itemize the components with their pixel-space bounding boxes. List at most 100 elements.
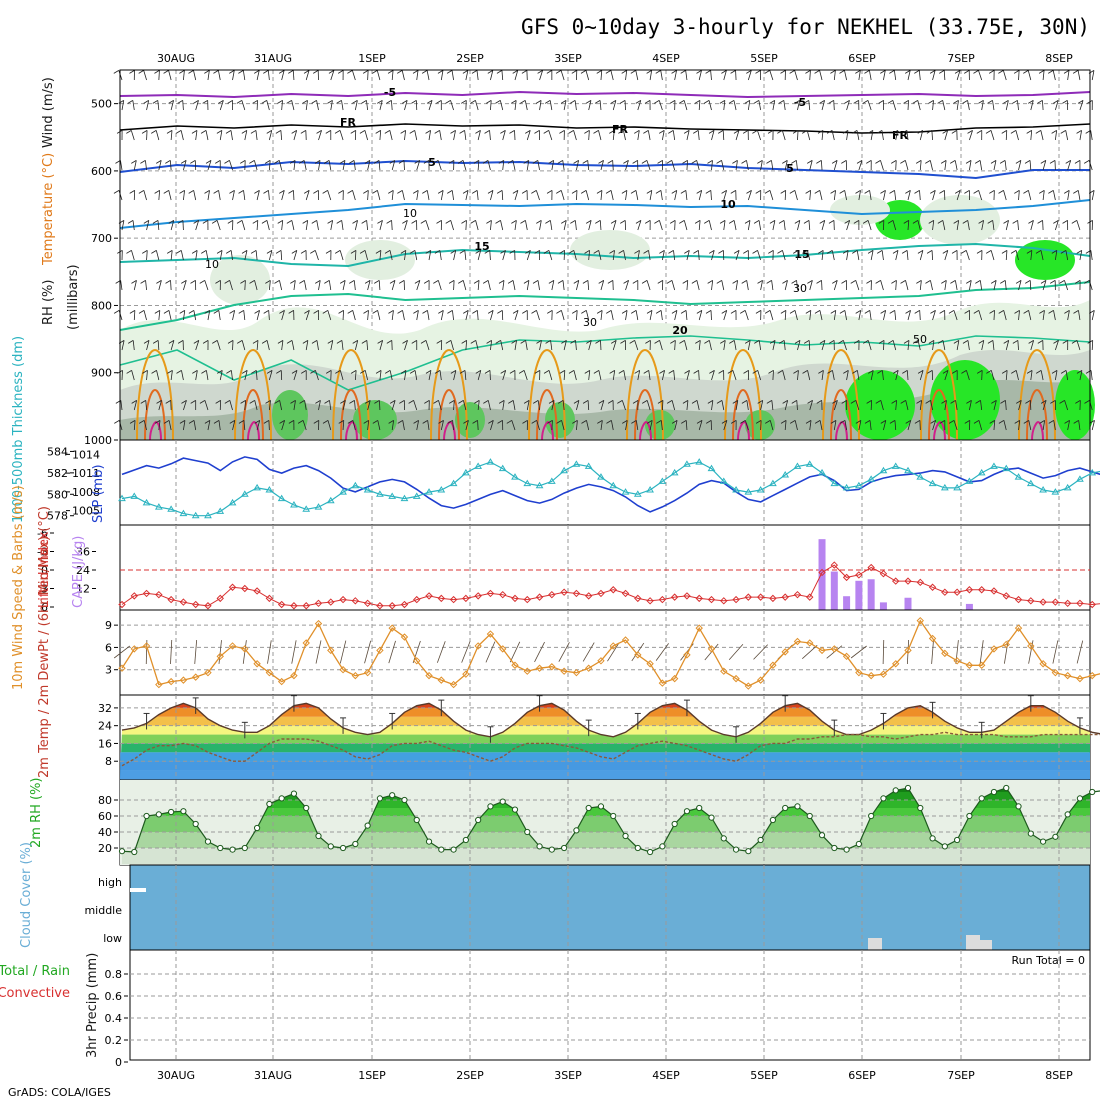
wind-barb-flag: [657, 400, 664, 404]
wind-barb-flag: [215, 280, 221, 284]
wind-barb: [1054, 100, 1059, 111]
wind-barb: [437, 280, 442, 291]
wind-barb: [600, 70, 603, 81]
wind-barb-flag: [361, 340, 368, 344]
wind-barb-flag: [522, 420, 528, 424]
wind-barb-flag: [471, 70, 478, 74]
wind-barb: [563, 100, 567, 111]
wind-barb: [993, 280, 997, 291]
wind-barb: [673, 370, 676, 381]
wind-barb: [195, 100, 199, 111]
wind-barb-flag: [215, 400, 221, 404]
y-tick-label: 1011: [72, 467, 100, 480]
surface-wind-barb: [364, 640, 372, 664]
wind-speed-marker: [216, 652, 224, 661]
wind-barb: [1078, 310, 1081, 321]
lifted-index-marker: [130, 592, 138, 600]
wind-barb-flag: [401, 100, 408, 104]
bottom-date-label: 7SEP: [947, 1069, 975, 1082]
wind-speed-marker: [621, 636, 630, 644]
wind-barb: [121, 220, 125, 231]
cloud-level-label: high: [98, 876, 122, 889]
wind-barb-flag: [388, 420, 394, 424]
wind-barb-flag: [607, 160, 613, 164]
wind-barb: [1042, 310, 1045, 321]
wind-barb-flag: [387, 70, 394, 74]
wind-barb-flag: [1063, 70, 1070, 74]
wind-barb: [535, 190, 540, 201]
wind-barb: [121, 100, 125, 111]
wind-barb: [316, 340, 319, 351]
wind-barb-flag: [841, 160, 847, 164]
wind-barb-flag: [767, 130, 774, 134]
wind-barb: [502, 370, 507, 381]
wind-barb-flag: [334, 250, 341, 254]
cape-bar: [855, 580, 863, 610]
wind-barb-flag: [740, 420, 746, 424]
wind-barb: [1003, 420, 1007, 431]
bottom-date-label: 8SEP: [1045, 1069, 1073, 1082]
rh-marker: [511, 806, 519, 813]
wind-speed-marker: [437, 676, 446, 684]
wind-barb-flag: [789, 310, 796, 314]
wind-barb-flag: [684, 370, 690, 374]
wind-barb-flag: [411, 340, 417, 344]
wind-barb: [660, 420, 663, 431]
wind-barb-flag: [1001, 250, 1008, 254]
wind-barb: [548, 250, 553, 261]
wind-barb-flag: [291, 250, 298, 254]
wind-barb: [993, 310, 995, 321]
rh-contour-label: 50: [913, 333, 927, 346]
wind-barb-flag: [1075, 400, 1081, 404]
surface-wind-barb: [979, 640, 984, 664]
rh-marker: [376, 795, 384, 802]
wind-barb-flag: [708, 130, 715, 134]
wind-barb-flag: [769, 220, 776, 224]
cape-bar: [843, 596, 851, 610]
wind-barb-flag: [199, 400, 206, 404]
wind-barb-flag: [900, 160, 906, 164]
wind-barb-flag: [744, 340, 751, 344]
wind-barb-flag: [212, 340, 218, 344]
wind-barb-flag: [500, 250, 506, 254]
wind-barb-flag: [325, 250, 332, 254]
wind-barb: [993, 420, 996, 431]
wind-barb-flag: [498, 160, 504, 164]
wind-barb-flag: [165, 400, 171, 404]
wind-barb: [1003, 310, 1007, 321]
y-tick-label: 40: [98, 826, 112, 839]
wind-barb-flag: [802, 250, 808, 254]
lifted-index-marker: [290, 602, 298, 610]
wind-barb-flag: [782, 280, 788, 284]
thickness-marker: [461, 468, 470, 476]
wind-barb-flag: [315, 400, 321, 404]
cape-bar: [879, 602, 887, 610]
thickness-marker: [830, 479, 839, 487]
wind-barb-flag: [1077, 100, 1084, 104]
wind-barb-flag: [523, 280, 530, 284]
wind-barb: [683, 100, 688, 111]
wind-barb: [293, 160, 296, 171]
wind-barb-flag: [434, 370, 441, 374]
wind-barb-flag: [752, 250, 758, 254]
wind-barb: [304, 400, 307, 411]
wind-barb: [685, 310, 688, 321]
wind-barb: [711, 130, 715, 141]
wind-barb-flag: [916, 400, 922, 404]
wind-barb: [229, 280, 233, 291]
wind-speed-marker: [769, 661, 777, 669]
wind-barb: [120, 280, 123, 291]
lifted-index-marker: [818, 568, 826, 577]
wind-barb: [576, 420, 578, 431]
wind-barb: [612, 250, 615, 261]
rh-marker: [131, 848, 138, 856]
wind-barb-flag: [238, 420, 245, 424]
rh-marker: [818, 832, 826, 839]
rh-marker: [646, 848, 654, 856]
wind-barb-flag: [976, 370, 983, 374]
surface-wind-barb: [509, 641, 521, 663]
wind-barb: [880, 160, 884, 171]
lifted-index-marker: [535, 593, 544, 601]
wind-barb: [1079, 370, 1083, 381]
wind-barb-flag: [716, 400, 723, 404]
